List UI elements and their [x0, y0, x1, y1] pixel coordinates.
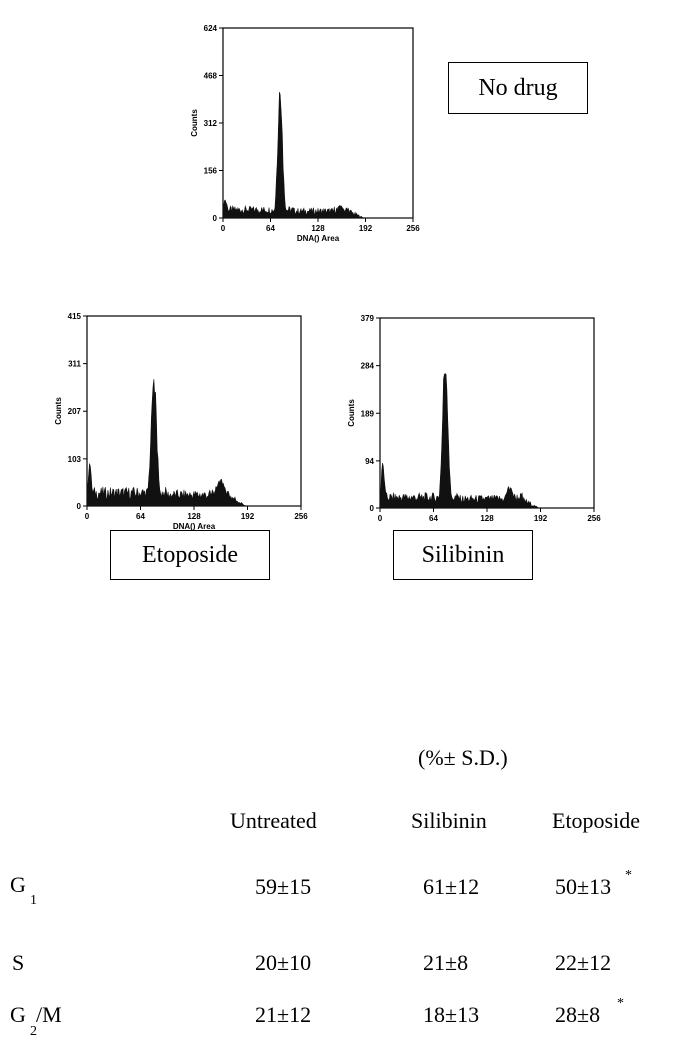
- cell-value: 59±15: [255, 874, 312, 899]
- histogram-panel-no-drug: 0 156 312 468 624 0 64 128 192 256 Counts DNA() Are…: [190, 22, 430, 257]
- x-tick-label: 128: [311, 224, 325, 233]
- y-tick-label: 0: [370, 504, 375, 513]
- y-tick-label: 312: [204, 119, 218, 128]
- plot-frame: [222, 27, 414, 219]
- cell-value: 18±13: [423, 1002, 480, 1027]
- y-tick-label: 156: [204, 167, 218, 176]
- cell-value: 50±13: [555, 874, 612, 899]
- y-tick-label: 0: [77, 502, 82, 511]
- label-no-drug: No drug: [448, 62, 588, 114]
- histogram-panel-etoposide: 0 103 207 311 415 0 64 128 192 256 Counts DNA() Are…: [45, 310, 315, 540]
- cell-value: 28±8: [555, 1002, 601, 1027]
- phase-subscript: 2: [30, 1024, 37, 1039]
- x-tick-label: 0: [85, 512, 90, 521]
- y-axis-title: Counts: [190, 109, 199, 137]
- header-silibinin: Silibinin: [411, 808, 487, 833]
- y-tick-label: 189: [361, 409, 375, 418]
- label-silibinin: Silibinin: [393, 530, 533, 580]
- y-tick-label: 284: [361, 362, 375, 371]
- x-tick-label: 192: [241, 512, 255, 521]
- histogram-bars: [222, 92, 413, 219]
- cell-value: 21±8: [423, 950, 469, 975]
- y-tick-label: 311: [68, 360, 81, 369]
- y-axis-title: Counts: [347, 399, 356, 427]
- y-tick-label: 94: [365, 457, 374, 466]
- cell-value: 21±12: [255, 1002, 312, 1027]
- x-tick-label: 192: [534, 514, 548, 523]
- histogram-bars: [86, 379, 301, 507]
- cell-value: 61±12: [423, 874, 480, 899]
- cell-value: 22±12: [555, 950, 612, 975]
- cell-value: 20±10: [255, 950, 312, 975]
- y-tick-label: 379: [361, 314, 375, 323]
- y-tick-label: 207: [68, 407, 82, 416]
- plot-frame: [379, 317, 595, 509]
- x-tick-label: 256: [294, 512, 308, 521]
- histogram-silibinin: 0 94 189 284 379 0 64 128 192 256 Counts: [347, 314, 601, 523]
- x-axis-title: DNA() Area: [297, 234, 340, 243]
- y-tick-label: 0: [213, 214, 218, 223]
- significance-mark: *: [625, 868, 632, 883]
- histogram-etoposide: 0 103 207 311 415 0 64 128 192 256 Counts DNA() Are…: [54, 312, 308, 531]
- phase-subscript: 1: [30, 893, 37, 908]
- x-tick-label: 64: [136, 512, 145, 521]
- table-caption: (%± S.D.): [418, 745, 508, 770]
- x-tick-label: 128: [187, 512, 201, 521]
- x-tick-label: 64: [266, 224, 275, 233]
- x-axis-title: DNA() Area: [173, 522, 216, 531]
- x-tick-label: 256: [587, 514, 601, 523]
- x-tick-label: 0: [378, 514, 383, 523]
- y-axis-title: Counts: [54, 397, 63, 425]
- significance-mark: *: [617, 996, 624, 1011]
- x-tick-label: 0: [221, 224, 226, 233]
- y-tick-label: 415: [68, 312, 82, 321]
- x-tick-label: 128: [480, 514, 494, 523]
- plot-frame: [86, 315, 302, 507]
- x-tick-label: 192: [359, 224, 373, 233]
- phase-suffix: /M: [36, 1002, 62, 1027]
- y-tick-label: 468: [204, 72, 218, 81]
- y-tick-label: 103: [68, 455, 82, 464]
- header-untreated: Untreated: [230, 808, 317, 833]
- y-tick-label: 624: [204, 24, 218, 33]
- histogram-panel-silibinin: 0 94 189 284 379 0 64 128 192 256 Counts: [340, 312, 610, 539]
- label-etoposide: Etoposide: [110, 530, 270, 580]
- histogram-no-drug: 0 156 312 468 624 0 64 128 192 256 Counts DNA() Are…: [190, 24, 420, 243]
- header-etoposide: Etoposide: [552, 808, 640, 833]
- phase-label: G: [10, 1002, 26, 1027]
- histogram-bars: [379, 373, 594, 509]
- phase-label: S: [12, 950, 25, 975]
- x-tick-label: 64: [429, 514, 438, 523]
- phase-label: G: [10, 872, 26, 897]
- x-tick-label: 256: [406, 224, 420, 233]
